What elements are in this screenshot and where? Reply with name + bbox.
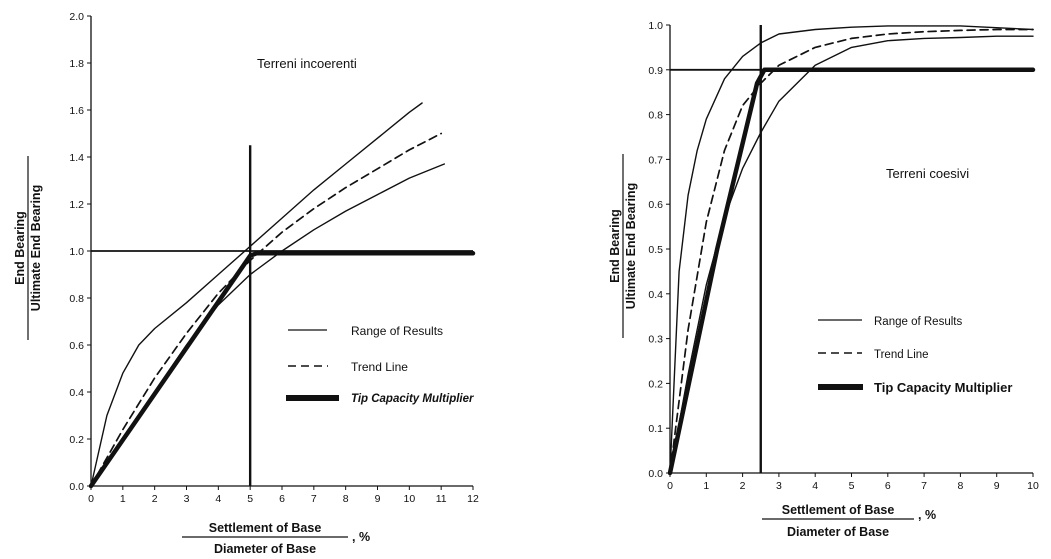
right-xlabel-unit: , %: [918, 508, 936, 522]
left-legend-tip: Tip Capacity Multiplier: [351, 393, 474, 405]
left-ylabel-den: Ultimate End Bearing: [29, 185, 43, 311]
right-x-tick-label: 7: [921, 480, 927, 492]
left-xlabel-den: Diameter of Base: [214, 542, 316, 556]
right-x-tick-label: 6: [885, 480, 891, 492]
left-x-tick-label: 0: [88, 493, 94, 505]
left-x-tick-label: 2: [152, 493, 158, 505]
right-y-tick-label: 1.0: [648, 20, 663, 32]
left-y-tick-label: 2.0: [69, 11, 84, 23]
right-y-tick-label: 0.9: [648, 65, 663, 77]
right-x-tick-label: 5: [849, 480, 855, 492]
left-x-tick-label: 11: [436, 493, 447, 505]
left-x-tick-label: 1: [120, 493, 126, 505]
right-x-tick-label: 9: [994, 480, 1000, 492]
right-y-tick-label: 0.6: [648, 199, 663, 211]
left-y-tick-label: 0.4: [69, 387, 84, 399]
left-y-tick-label: 1.6: [69, 105, 84, 117]
right-y-tick-label: 0.3: [648, 334, 663, 346]
left-x-tick-label: 7: [311, 493, 317, 505]
right-y-tick-label: 0.0: [648, 468, 663, 480]
left-y-tick-label: 0.8: [69, 293, 84, 305]
left-x-label: Settlement of Base Diameter of Base , %: [182, 521, 370, 556]
left-x-tick-label: 5: [247, 493, 253, 505]
chart-right: 0 1 2 3 4 5 6 7 8 9 10 0.0 0.1 0.2 0.3 0.4 0.5 0.6 0.7 0.8 0…: [608, 20, 1039, 539]
left-y-tick-label: 0.0: [69, 481, 84, 493]
right-y-tick-label: 0.1: [648, 423, 663, 435]
right-series-tip: [667, 67, 1036, 476]
left-series-range-upper: [90, 102, 423, 487]
left-x-tick-label: 12: [467, 493, 479, 505]
right-xlabel-den: Diameter of Base: [787, 525, 889, 539]
right-x-tick-label: 10: [1027, 480, 1039, 492]
right-series-range-upper: [669, 25, 1034, 474]
right-x-tick-label: 0: [667, 480, 673, 492]
right-ylabel-num: End Bearing: [608, 209, 622, 283]
left-x-tick-label: 3: [184, 493, 190, 505]
right-xlabel-num: Settlement of Base: [782, 503, 895, 517]
right-y-tick-label: 0.7: [648, 154, 663, 166]
right-x-tick-label: 8: [957, 480, 963, 492]
left-y-tick-label: 1.8: [69, 58, 84, 70]
right-annotation: Terreni coesivi: [886, 166, 969, 181]
right-ylabel-den: Ultimate End Bearing: [624, 183, 638, 309]
left-y-tick-label: 0.6: [69, 340, 84, 352]
left-y-tick-label: 1.2: [69, 199, 84, 211]
right-x-tick-label: 1: [703, 480, 709, 492]
chart-left: 0 1 2 3 4 5 6 7 8 9 10 11 120.00.20.40.60.81.01.21.4…: [13, 11, 479, 556]
right-y-tick-label: 0.8: [648, 110, 663, 122]
left-y-label: End Bearing Ultimate End Bearing: [13, 156, 43, 340]
left-x-tick-label: 10: [403, 493, 415, 505]
left-legend-range: Range of Results: [351, 324, 443, 338]
right-x-tick-label: 3: [776, 480, 782, 492]
left-legend-trend: Trend Line: [351, 360, 408, 374]
right-x-tick-label: 2: [740, 480, 746, 492]
left-xlabel-unit: , %: [352, 530, 370, 544]
right-y-label: End Bearing Ultimate End Bearing: [608, 154, 638, 338]
left-series-tip: [88, 251, 476, 489]
right-ticks: 0 1 2 3 4 5 6 7 8 9 10 0.0 0.1 0.2 0.3 0.4 0.5 0.6 0.7 0.8 0…: [648, 20, 1039, 492]
left-y-tick-label: 0.2: [69, 434, 84, 446]
right-legend-tip: Tip Capacity Multiplier: [874, 380, 1012, 395]
left-x-tick-label: 4: [215, 493, 221, 505]
right-legend: Range of Results Trend Line Tip Capacity…: [818, 316, 1012, 395]
left-x-tick-label: 9: [375, 493, 381, 505]
left-y-tick-label: 1.0: [69, 246, 84, 258]
right-series-range-lower: [669, 35, 1034, 474]
right-x-label: Settlement of Base Diameter of Base , %: [762, 503, 936, 539]
left-ylabel-num: End Bearing: [13, 211, 27, 285]
right-series-trend: [669, 28, 1034, 474]
left-x-tick-label: 6: [279, 493, 285, 505]
left-series: [88, 102, 476, 489]
left-x-tick-label: 8: [343, 493, 349, 505]
left-xlabel-num: Settlement of Base: [209, 521, 322, 535]
left-ticks: 0 1 2 3 4 5 6 7 8 9 10 11 120.00.20.40.60.81.01.21.4…: [69, 11, 479, 505]
right-y-tick-label: 0.5: [648, 244, 663, 256]
right-legend-range: Range of Results: [874, 316, 962, 328]
right-x-tick-label: 4: [812, 480, 818, 492]
left-series-trend: [90, 132, 443, 487]
right-y-tick-label: 0.4: [648, 289, 663, 301]
left-annotation: Terreni incoerenti: [257, 56, 357, 71]
right-y-tick-label: 0.2: [648, 378, 663, 390]
left-y-tick-label: 1.4: [69, 152, 84, 164]
right-legend-trend: Trend Line: [874, 349, 929, 361]
right-series: [667, 25, 1036, 476]
left-legend: Range of Results Trend Line Tip Capacity…: [286, 324, 474, 405]
